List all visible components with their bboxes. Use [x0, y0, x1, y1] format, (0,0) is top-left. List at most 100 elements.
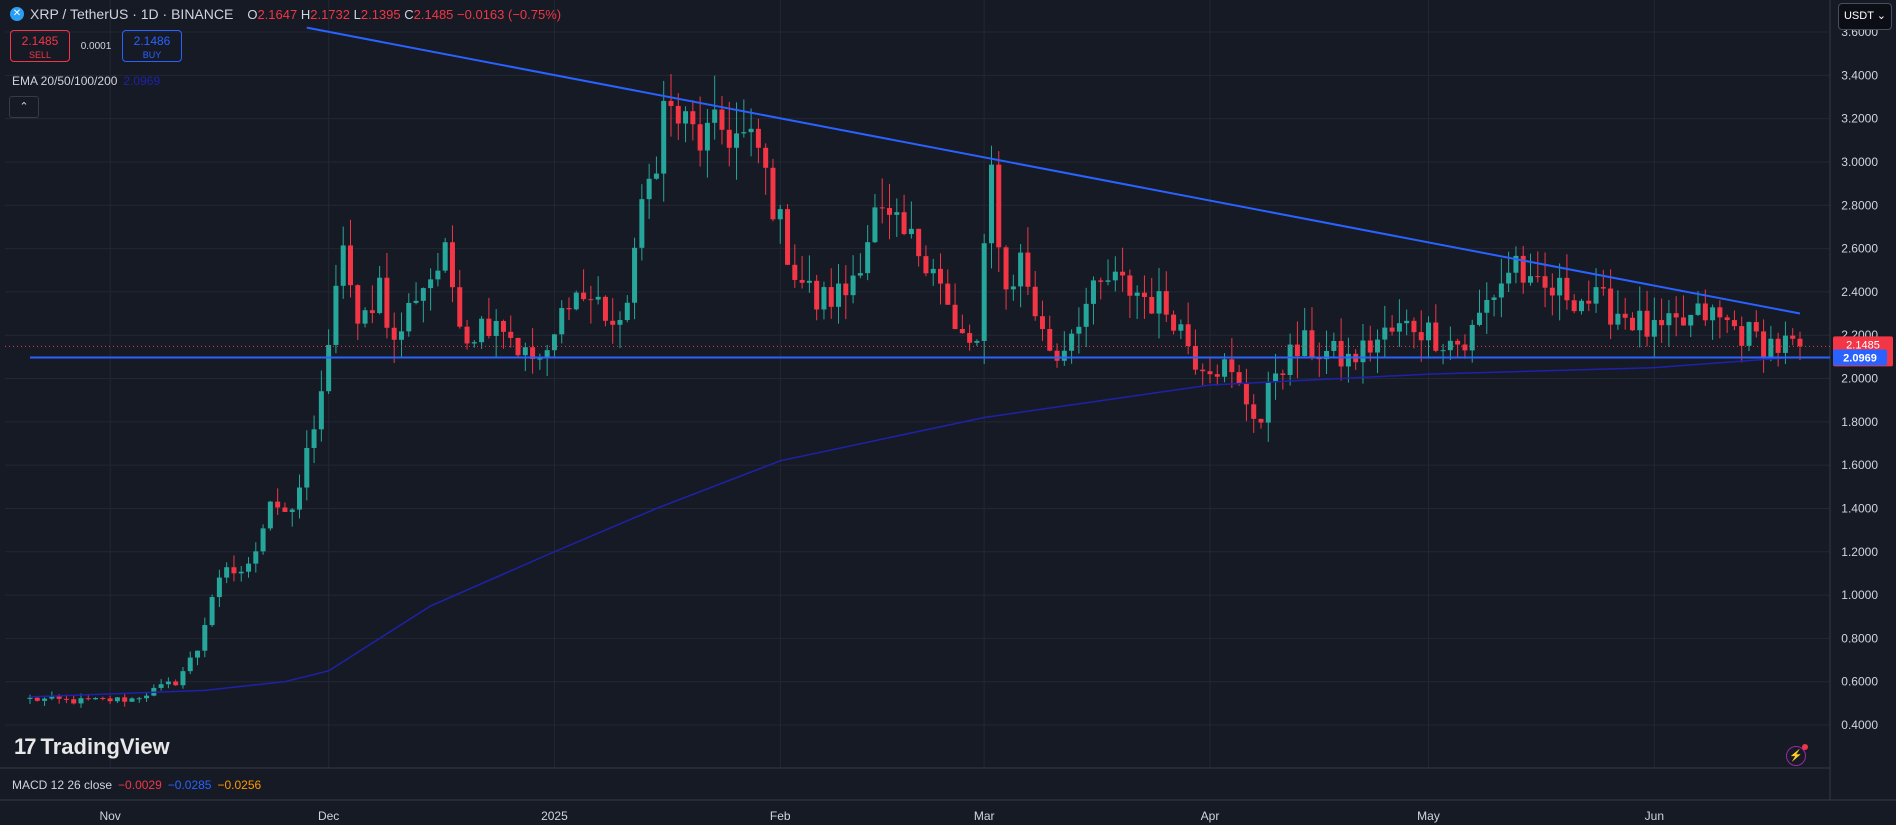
xrp-icon: ✕	[10, 7, 24, 21]
y-tick-label: 1.2000	[1841, 545, 1878, 559]
y-tick-label: 2.6000	[1841, 242, 1878, 256]
candle-body	[551, 334, 557, 351]
candle-body	[246, 563, 252, 572]
candle-body	[49, 696, 55, 699]
candle-body	[347, 245, 353, 286]
candle-body	[195, 650, 201, 658]
candle-body	[1229, 359, 1235, 373]
candle-body	[1768, 338, 1774, 358]
candle-body	[741, 132, 747, 134]
candle-body	[282, 507, 288, 512]
chevron-down-icon: ⌄	[1876, 10, 1887, 22]
candle-body	[1710, 307, 1716, 321]
y-tick-label: 3.2000	[1841, 112, 1878, 126]
tradingview-logo-icon: 17	[14, 734, 37, 759]
candle-body	[1535, 276, 1541, 278]
candle-body	[238, 571, 244, 574]
candle-body	[1061, 350, 1067, 361]
x-tick-label: Jun	[1645, 809, 1664, 823]
spread-value: 0.0001	[80, 40, 112, 52]
candle-body	[952, 304, 958, 329]
ema-label: EMA 20/50/100/200	[12, 74, 118, 88]
candle-body	[1171, 314, 1177, 331]
candle-body	[253, 551, 259, 564]
y-tick-label: 0.4000	[1841, 718, 1878, 732]
candle-body	[136, 698, 142, 700]
candle-body	[1418, 332, 1424, 341]
candle-body	[165, 681, 171, 685]
candle-body	[646, 178, 652, 200]
candle-body	[624, 302, 630, 321]
candle-body	[945, 283, 951, 305]
candle-body	[1615, 313, 1621, 325]
y-tick-label: 1.8000	[1841, 415, 1878, 429]
chart-header: ✕ XRP / TetherUS · 1D · BINANCE O2.1647 …	[10, 6, 561, 22]
candle-body	[100, 698, 106, 700]
candle-body	[1629, 317, 1635, 331]
candle-body	[1047, 329, 1053, 351]
candle-body	[683, 111, 689, 124]
candle-body	[937, 268, 943, 284]
candle-body	[1258, 418, 1264, 423]
candle-body	[763, 147, 769, 168]
y-tick-label: 2.4000	[1841, 285, 1878, 299]
candle-body	[1236, 372, 1242, 384]
collapse-legend-button[interactable]: ⌃	[9, 96, 39, 118]
lightning-icon[interactable]: ⚡	[1786, 744, 1808, 766]
candle-body	[661, 100, 667, 174]
candle-body	[340, 245, 346, 286]
candle-body	[697, 124, 703, 151]
candle-body	[872, 207, 878, 243]
candle-body	[588, 299, 594, 301]
currency-selector[interactable]: USDT ⌄	[1838, 3, 1892, 30]
candle-body	[486, 318, 492, 336]
x-tick-label: 2025	[541, 809, 568, 823]
candle-body	[297, 487, 303, 510]
ema-legend[interactable]: EMA 20/50/100/200 2.0969	[12, 74, 160, 88]
candle-body	[1054, 350, 1060, 361]
candle-body	[1549, 287, 1555, 296]
sell-button[interactable]: 2.1485 SELL	[10, 30, 70, 62]
candle-body	[122, 697, 128, 702]
x-tick-label: May	[1417, 809, 1440, 823]
candle-body	[1426, 322, 1432, 341]
candle-body	[843, 283, 849, 296]
candle-body	[1251, 404, 1257, 419]
candle-body	[1462, 344, 1468, 351]
candle-body	[1360, 340, 1366, 363]
candle-body	[1469, 324, 1475, 351]
buy-price: 2.1486	[133, 34, 171, 48]
symbol-title[interactable]: XRP / TetherUS · 1D · BINANCE	[30, 6, 234, 22]
candle-body	[78, 698, 84, 704]
candle-body	[850, 275, 856, 296]
y-tick-label: 0.6000	[1841, 675, 1878, 689]
candle-body	[1069, 333, 1075, 351]
candle-body	[406, 302, 412, 332]
candle-body	[398, 331, 404, 340]
y-tick-label: 3.4000	[1841, 68, 1878, 82]
candle-body	[617, 320, 623, 325]
candle-body	[1695, 303, 1701, 315]
candle-body	[530, 347, 536, 359]
candle-body	[1491, 297, 1497, 300]
candle-body	[442, 242, 448, 271]
candle-body	[785, 209, 791, 265]
candle-body	[974, 340, 980, 343]
candle-body	[1455, 340, 1461, 345]
candle-body	[988, 164, 994, 244]
candle-body	[369, 310, 375, 314]
macd-legend[interactable]: MACD 12 26 close −0.0029 −0.0285 −0.0256	[12, 778, 261, 792]
candle-body	[384, 277, 390, 328]
candle-body	[566, 308, 572, 310]
buy-button[interactable]: 2.1486 BUY	[122, 30, 182, 62]
candle-body	[1141, 292, 1147, 297]
candle-body	[1659, 320, 1665, 326]
candle-body	[1775, 338, 1781, 353]
candle-body	[1338, 341, 1344, 367]
candle-body	[1433, 322, 1439, 351]
candle-body	[1797, 338, 1803, 347]
candle-body	[209, 597, 215, 626]
candle-body	[1666, 313, 1672, 326]
candle-body	[1673, 313, 1679, 318]
